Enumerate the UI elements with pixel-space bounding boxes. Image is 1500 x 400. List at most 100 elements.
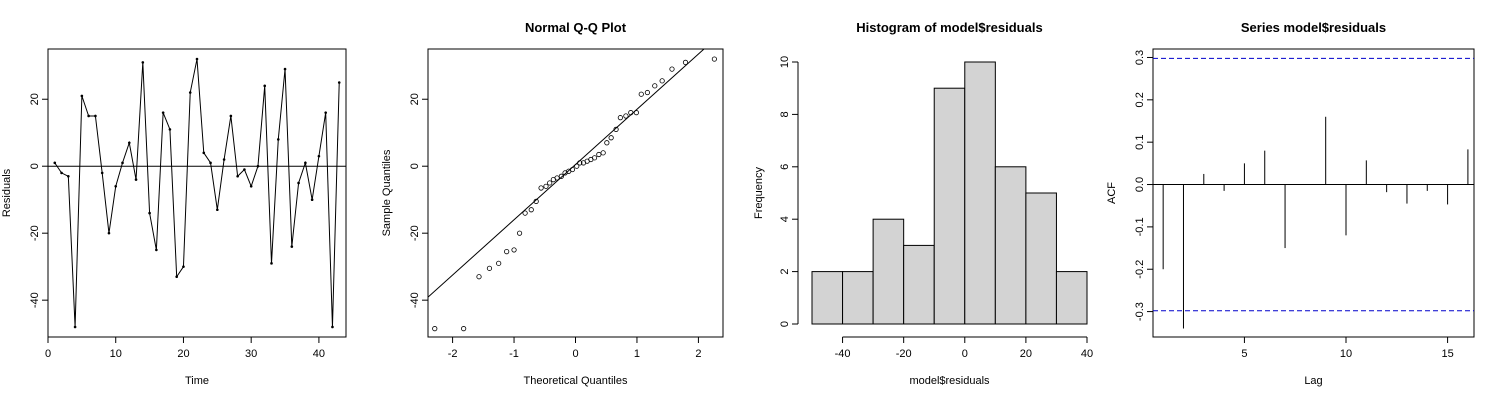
chart-title: Histogram of model$residuals [856,20,1042,35]
x-axis: 5 10 15 [1241,337,1454,360]
residual-point [337,81,341,84]
residual-point [161,111,165,114]
y-tick-label: 8 [779,111,791,117]
x-tick-label: 0 [572,348,578,360]
histogram-bar [1025,192,1057,325]
residual-point [148,211,151,215]
residual-point [60,171,63,175]
qq-point [496,260,502,266]
histogram-bar [994,166,1027,325]
residual-point [80,94,84,98]
residual-point [107,231,111,235]
x-tick-label: 10 [1340,348,1352,360]
plot-frame [1152,48,1475,338]
residual-point [188,91,192,94]
qq-point [600,150,606,156]
qq-point [547,180,553,186]
y-axis-label: ACF [1106,182,1118,204]
x-axis-label: Theoretical Quantiles [524,375,628,387]
y-axis: 0 2 4 6 8 10 [779,56,799,327]
qq-point [516,230,523,236]
series-marks [1153,57,1474,329]
x-tick-label: -20 [896,348,912,360]
residual-point [202,151,206,155]
qq-point [522,210,528,216]
histogram-bar [1055,271,1088,325]
y-tick-label: 0.1 [1134,135,1146,150]
x-tick-label: 40 [313,348,325,360]
residual-line [54,58,340,327]
residual-point [141,61,145,64]
residual-point [310,198,314,201]
residual-point [195,57,199,61]
qq-point [538,185,544,191]
qq-point [613,126,619,132]
x-tick-label: 0 [45,348,51,360]
residual-point [249,185,253,188]
residual-point [263,84,267,88]
x-axis: 0 10 20 30 40 [45,337,325,360]
y-tick-label: 20 [409,93,421,105]
residual-point [243,168,246,171]
y-tick-label: 6 [779,164,791,170]
qq-point [511,247,517,253]
x-axis-label: model$residuals [909,375,990,387]
qq-point [711,56,717,62]
x-tick-label: 1 [634,348,640,360]
histogram-bar [964,61,996,325]
residual-point [270,262,273,265]
chart-title: Series model$residuals [1241,20,1386,35]
series-marks [48,57,346,329]
residual-point [100,171,104,175]
y-tick-label: 2 [779,269,791,275]
residual-point [236,174,239,178]
x-axis: -2 -1 0 1 2 [448,337,701,360]
panel-histogram: Histogram of model$residuals -40 -20 0 20 40… [753,20,1093,387]
x-tick-label: 2 [695,348,701,360]
y-tick-label: -20 [29,225,41,241]
qq-point [486,265,493,271]
x-tick-label: 30 [245,348,257,360]
chart-title: Normal Q-Q Plot [525,20,627,35]
residual-point [94,114,97,118]
qq-point [569,166,576,173]
residual-point [53,161,57,165]
panel-acf: Series model$residuals 5 10 15 -0.3-0.2-0.… [1106,20,1475,387]
qq-point [608,135,614,141]
x-tick-label: -1 [509,348,519,360]
y-tick-label: 10 [779,56,791,68]
series-marks [811,61,1088,325]
x-axis: -40 -20 0 20 40 [835,336,1093,360]
qq-point [528,207,534,213]
residual-point [324,111,327,114]
residual-point [229,114,233,118]
residual-point [182,265,185,268]
residual-point [317,154,321,158]
x-tick-label: -2 [448,348,458,360]
y-tick-label: 0.2 [1134,92,1146,107]
x-tick-label: 0 [962,348,968,360]
qq-point [669,66,675,72]
residual-point [168,128,172,131]
y-tick-label: 0 [29,163,41,169]
series-marks [428,49,717,332]
y-tick-label: -40 [29,292,41,308]
residual-point [290,245,294,248]
qq-point [533,198,539,204]
qq-point [652,83,658,89]
residual-point [209,161,212,165]
y-tick-label: -0.2 [1134,260,1146,279]
plot-frame [47,48,347,338]
residual-point [67,174,70,178]
y-tick-label: 0.0 [1134,177,1146,192]
x-tick-label: 5 [1241,348,1247,360]
qq-point [604,140,610,146]
x-tick-label: -40 [835,348,851,360]
qq-point [476,274,482,280]
qq-point [638,91,644,97]
histogram-bar [872,218,905,325]
y-tick-label: -20 [409,225,421,241]
qq-point [623,113,629,119]
y-axis-label: Sample Quantiles [381,149,393,236]
